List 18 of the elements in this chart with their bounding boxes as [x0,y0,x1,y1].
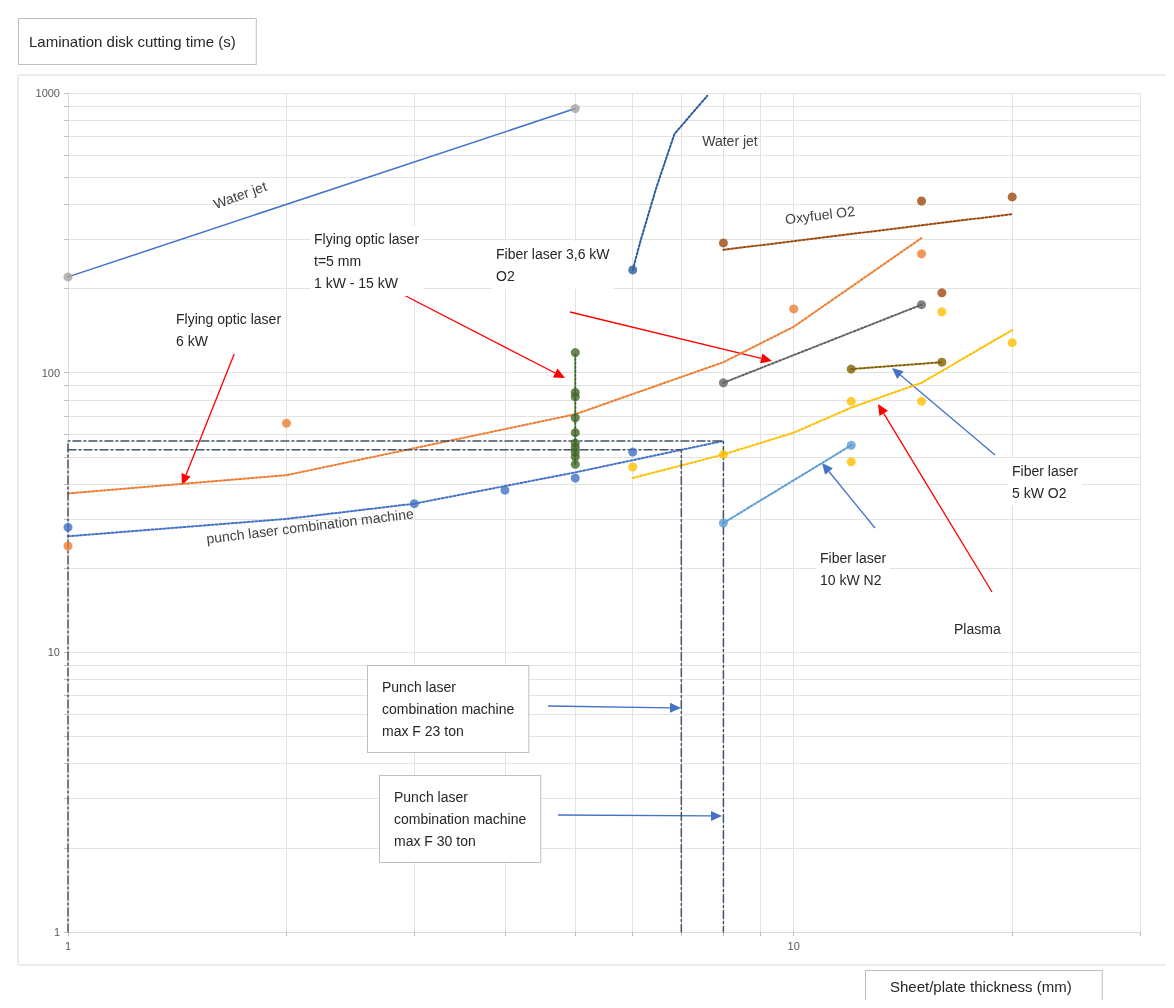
annotation: Fiber laser 10 kW N2 [820,550,887,588]
annotation: Water jet [211,177,269,213]
annotation: Fiber laser 5 kW O2 [1012,463,1079,501]
y-tick-label: 1 [53,926,60,938]
annotation: punch laser combination machine [205,505,415,547]
annotation: Water jet [702,133,758,149]
y-tick-label: 100 [41,366,60,379]
annotation: Punch laser combination machine max F 30 ton [394,789,527,849]
annotation: Oxyfuel O2 [784,202,856,228]
annotation: Punch laser combination machine max F 23 ton [382,679,515,739]
annotation: Flying optic laser 6 kW [176,311,282,349]
annotation: Plasma [954,621,1001,637]
annotation: Flying optic laser t=5 mm 1 kW - 15 kW [314,231,420,291]
y-tick-label: 1000 [35,87,60,99]
y-axis-title: Lamination disk cutting time (s) [29,33,236,50]
y-tick-label: 10 [47,646,60,659]
x-axis-title: Sheet/plate thickness (mm) [890,978,1072,995]
annotation: Fiber laser 3,6 kW O2 [496,246,611,284]
